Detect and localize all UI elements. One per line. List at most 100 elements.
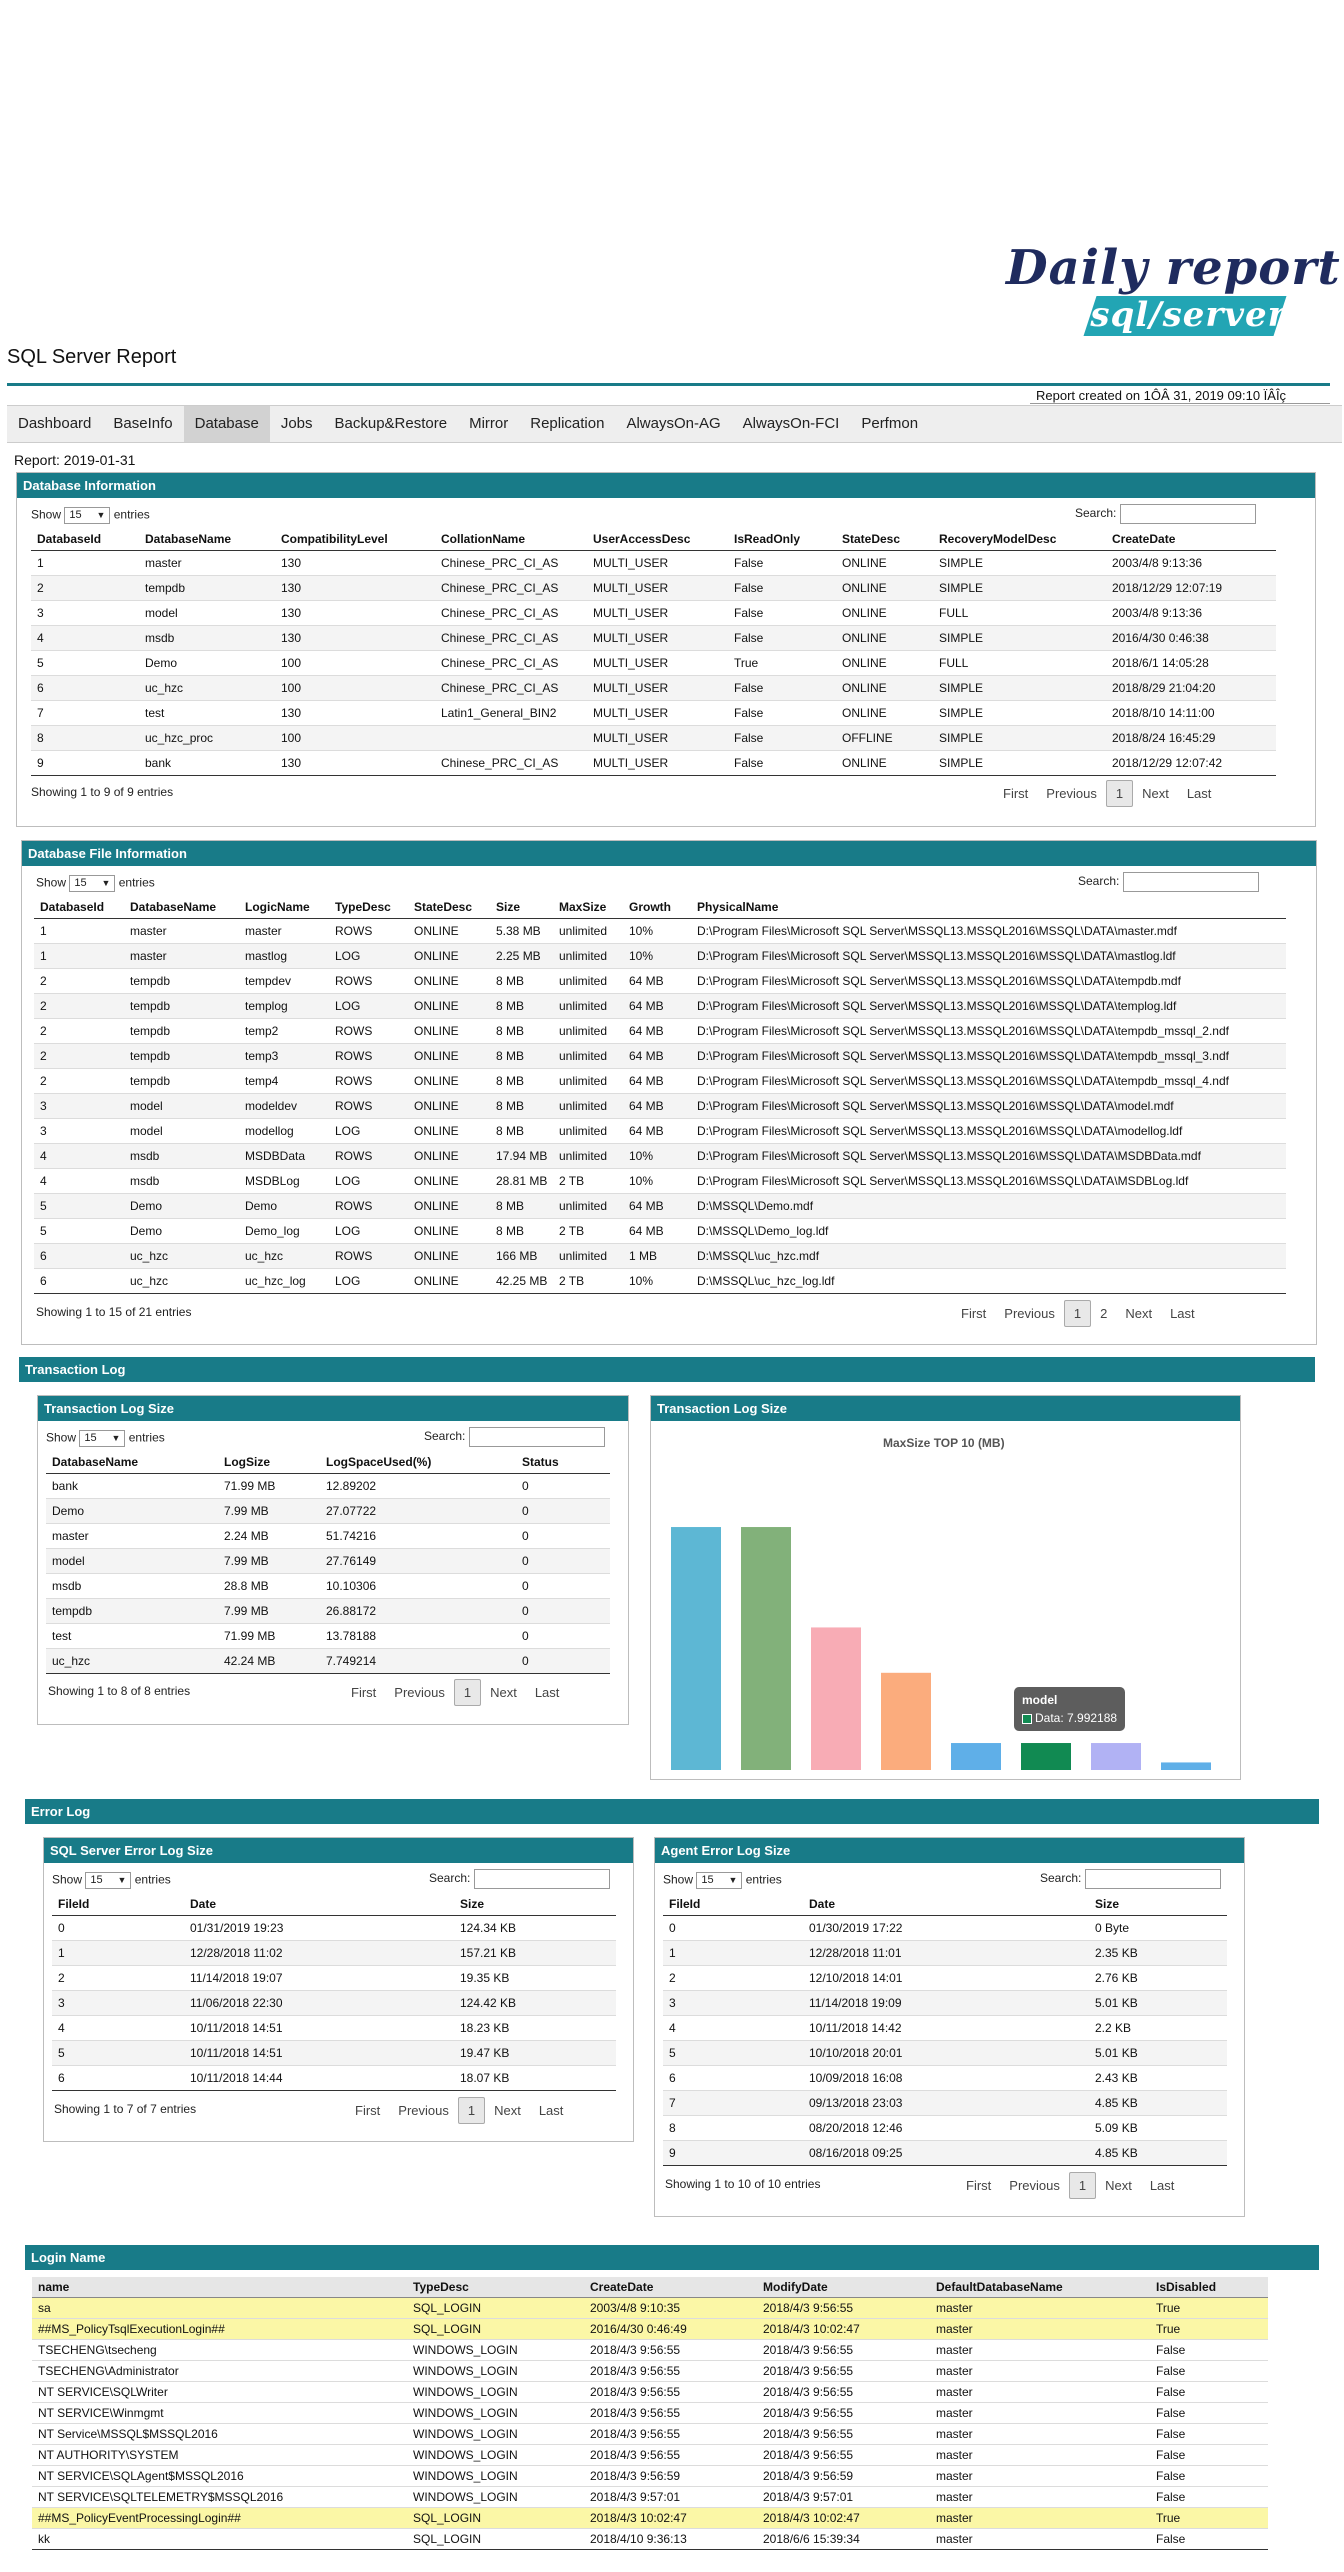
tab-jobs[interactable]: Jobs [280,415,313,432]
previous-page-button[interactable]: Previous [398,2103,449,2118]
column-header[interactable]: Size [490,896,553,919]
column-header[interactable]: Date [184,1893,454,1916]
column-header[interactable]: Date [803,1893,1089,1916]
tab-mirror[interactable]: Mirror [469,415,509,432]
tab-backup-restore[interactable]: Backup&Restore [334,415,448,432]
column-header[interactable]: LogicName [239,896,329,919]
last-page-button[interactable]: Last [534,1685,560,1700]
column-header[interactable]: DatabaseName [139,528,275,551]
tab-replication[interactable]: Replication [530,415,605,432]
next-page-button[interactable]: Next [494,2103,521,2118]
next-page-button[interactable]: Next [1142,786,1169,801]
bar-msdb[interactable] [881,1672,931,1770]
page-1-button[interactable]: 1 [1063,1300,1092,1327]
last-page-button[interactable]: Last [1170,1306,1195,1321]
search-input[interactable] [1084,1869,1221,1889]
column-header[interactable]: RecoveryModelDesc [933,528,1106,551]
column-header[interactable]: DatabaseName [46,1451,218,1474]
column-header[interactable]: LogSpaceUsed(%) [320,1451,516,1474]
column-header[interactable]: MaxSize [553,896,623,919]
tab-dashboard[interactable]: Dashboard [18,415,92,432]
column-header[interactable]: UserAccessDesc [587,528,728,551]
page-1-button[interactable]: 1 [1068,2172,1097,2199]
first-page-button[interactable]: First [966,2178,992,2193]
column-header[interactable]: name [32,2277,407,2298]
column-header[interactable]: StateDesc [836,528,933,551]
next-page-button[interactable]: Next [1125,1306,1153,1321]
column-header[interactable]: IsDisabled [1150,2277,1268,2298]
column-header[interactable]: DefaultDatabaseName [930,2277,1150,2298]
previous-page-button[interactable]: Previous [1009,2178,1060,2193]
entries-select[interactable]: 15 ▼ [85,1872,132,1889]
column-header[interactable]: CreateDate [584,2277,757,2298]
tab-baseinfo[interactable]: BaseInfo [113,415,173,432]
first-page-button[interactable]: First [351,1685,377,1700]
column-header[interactable]: Size [454,1893,616,1916]
column-header[interactable]: PhysicalName [691,896,1286,919]
table-cell: master [930,2485,1150,2507]
first-page-button[interactable]: First [1003,786,1029,801]
tab-alwayson-fci[interactable]: AlwaysOn-FCI [742,415,840,432]
show-label: Show [31,507,62,522]
tab-perfmon[interactable]: Perfmon [861,415,919,432]
first-page-button[interactable]: First [355,2103,381,2118]
column-header[interactable]: Growth [623,896,691,919]
column-header[interactable]: LogSize [218,1451,320,1474]
column-header[interactable]: TypeDesc [407,2277,584,2298]
tab-database[interactable]: Database [183,406,270,442]
bar-model[interactable] [1021,1743,1071,1770]
entries-select[interactable]: 15 ▼ [64,507,111,524]
previous-page-button[interactable]: Previous [1046,786,1097,801]
column-header[interactable]: DatabaseId [34,896,124,919]
table-cell: master [930,2317,1150,2339]
table-row: bank 71.99 MB 12.89202 0 [46,1472,610,1498]
search-input[interactable] [1119,504,1256,524]
entries-select[interactable]: 15 ▼ [79,1430,126,1447]
bar-test[interactable] [741,1527,791,1770]
table-cell: 64 MB [623,1042,691,1068]
column-header[interactable]: CreateDate [1106,528,1276,551]
table-cell: ONLINE [408,1192,490,1218]
column-header[interactable]: FileId [52,1893,184,1916]
table-cell: 08/16/2018 09:25 [803,2139,1089,2166]
previous-page-button[interactable]: Previous [394,1685,445,1700]
bar-uc_hzc[interactable] [811,1627,861,1770]
table-cell: 28.8 MB [218,1572,320,1598]
column-header[interactable]: CompatibilityLevel [275,528,435,551]
column-header[interactable]: FileId [663,1893,803,1916]
page-1-button[interactable]: 1 [453,1679,482,1706]
bar-Demo[interactable] [951,1743,1001,1770]
page-2-button[interactable]: 2 [1100,1306,1108,1321]
last-page-button[interactable]: Last [538,2103,564,2118]
table-cell: 130 [275,549,435,575]
column-header[interactable]: TypeDesc [329,896,408,919]
column-header[interactable]: Size [1089,1893,1227,1916]
search-input[interactable] [473,1869,610,1889]
next-page-button[interactable]: Next [490,1685,517,1700]
search-input[interactable] [1122,872,1259,892]
column-header[interactable]: DatabaseId [31,528,139,551]
column-header[interactable]: Status [516,1451,610,1474]
table-body: 0 01/31/2019 19:23 124.34 KB 1 12/28/2018 11… [52,1914,616,2091]
last-page-button[interactable]: Last [1149,2178,1175,2193]
entries-select[interactable]: 15 ▼ [696,1872,743,1889]
column-header[interactable]: StateDesc [408,896,490,919]
entries-select[interactable]: 15 ▼ [69,875,116,892]
length-control: Show 15 ▼ entries [663,1872,782,1889]
column-header[interactable]: CollationName [435,528,587,551]
column-header[interactable]: IsReadOnly [728,528,836,551]
page-1-button[interactable]: 1 [1105,780,1134,807]
bar-master[interactable] [1161,1762,1211,1770]
previous-page-button[interactable]: Previous [1004,1306,1055,1321]
bar-tempdb[interactable] [1091,1743,1141,1770]
column-header[interactable]: DatabaseName [124,896,239,919]
page-1-button[interactable]: 1 [457,2097,486,2124]
column-header[interactable]: ModifyDate [757,2277,930,2298]
bar-bank[interactable] [671,1527,721,1770]
tab-alwayson-ag[interactable]: AlwaysOn-AG [626,415,721,432]
search-input[interactable] [468,1427,605,1447]
next-page-button[interactable]: Next [1105,2178,1132,2193]
last-page-button[interactable]: Last [1186,786,1212,801]
chart-tooltip: model Data: 7.992188 [1014,1687,1126,1731]
first-page-button[interactable]: First [961,1306,987,1321]
